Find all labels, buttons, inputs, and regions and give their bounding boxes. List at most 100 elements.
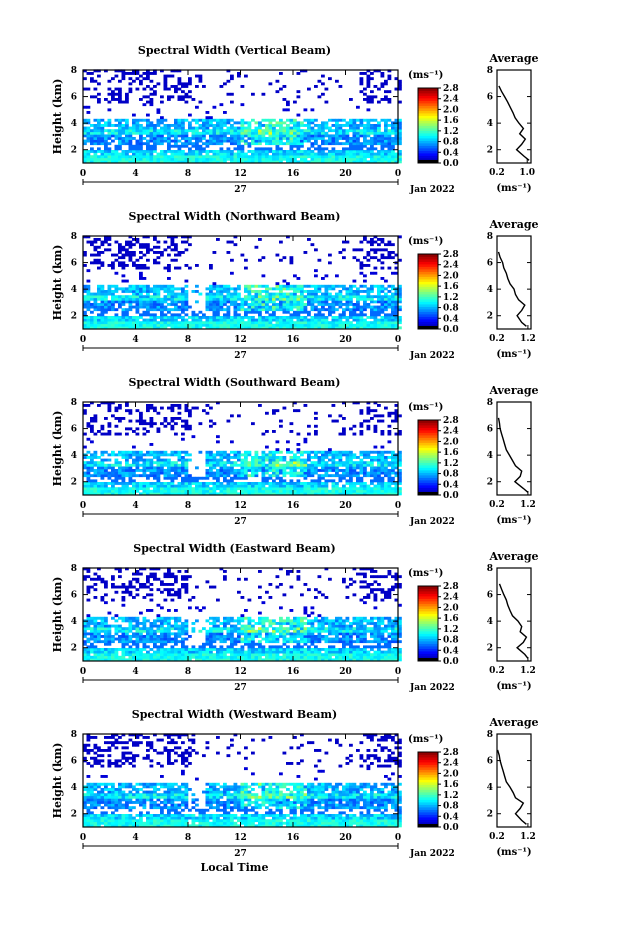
heatmap-cell — [380, 458, 385, 462]
heatmap-cell — [100, 290, 105, 293]
heatmap-cell — [83, 295, 87, 299]
heatmap-cell — [170, 427, 175, 431]
heatmap-cell — [93, 492, 98, 496]
heatmap-cell — [293, 471, 297, 475]
heatmap-cell — [170, 474, 175, 478]
heatmap-cell — [359, 118, 364, 122]
heatmap-cell — [93, 479, 98, 483]
heatmap-cell — [331, 482, 336, 485]
heatmap-cell — [167, 147, 171, 151]
heatmap-cell — [296, 461, 301, 465]
heatmap-cell — [237, 287, 241, 291]
colorbar-swatch — [418, 148, 438, 151]
heatmap-cell — [93, 326, 98, 330]
heatmap-cell — [293, 160, 297, 164]
heatmap-cell — [230, 318, 234, 322]
heatmap-cell — [125, 279, 129, 283]
colorbar-swatch — [418, 294, 438, 297]
heatmap-cell — [97, 295, 101, 299]
heatmap-cell — [244, 297, 248, 301]
heatmap-cell — [394, 300, 399, 304]
heatmap-cell — [160, 152, 164, 156]
heatmap-cell — [310, 295, 315, 299]
heatmap-cell — [184, 295, 189, 299]
heatmap-cell — [121, 308, 126, 312]
heatmap-cell — [303, 297, 308, 301]
heatmap-cell — [258, 258, 262, 262]
heatmap-cell — [342, 471, 346, 475]
heatmap-cell — [128, 157, 133, 161]
heatmap-cell — [153, 295, 157, 299]
heatmap-cell — [114, 417, 119, 420]
heatmap-cell — [202, 137, 206, 140]
heatmap-cell — [100, 155, 105, 159]
heatmap-cell — [153, 456, 157, 459]
heatmap-cell — [398, 453, 402, 457]
heatmap-cell — [307, 458, 311, 462]
heatmap-cell — [128, 243, 133, 247]
heatmap-cell — [314, 300, 318, 304]
heatmap-cell — [170, 131, 175, 135]
heatmap-cell — [191, 318, 196, 322]
heatmap-cell — [380, 308, 385, 312]
profile-y-tick-label: 4 — [487, 451, 493, 461]
heatmap-cell — [209, 450, 213, 454]
heatmap-cell — [307, 313, 311, 317]
heatmap-cell — [93, 450, 98, 454]
heatmap-cell — [212, 139, 217, 143]
heatmap-cell — [128, 318, 133, 322]
heatmap-cell — [335, 658, 339, 662]
heatmap-cell — [296, 323, 301, 327]
heatmap-cell — [132, 157, 136, 161]
heatmap-cell — [307, 152, 311, 156]
heatmap-cell — [104, 124, 108, 127]
heatmap-cell — [184, 290, 189, 293]
heatmap-cell — [111, 305, 115, 309]
heatmap-cell — [153, 290, 157, 293]
heatmap-cell — [366, 323, 371, 327]
heatmap-cell — [282, 482, 287, 485]
heatmap-cell — [170, 476, 175, 480]
heatmap-cell — [244, 476, 248, 480]
heatmap-cell — [121, 323, 126, 327]
heatmap-cell — [188, 453, 192, 457]
heatmap-cell — [219, 134, 224, 138]
heatmap-cell — [128, 253, 133, 257]
heatmap-cell — [219, 474, 224, 478]
heatmap-cell — [384, 160, 388, 164]
heatmap-cell — [314, 424, 318, 428]
heatmap-cell — [247, 489, 252, 493]
heatmap-cell — [216, 482, 220, 485]
heatmap-cell — [100, 658, 105, 662]
heatmap-cell — [93, 471, 98, 475]
heatmap-cell — [209, 139, 213, 143]
heatmap-cell — [303, 458, 308, 462]
heatmap-cell — [177, 417, 182, 420]
heatmap-cell — [128, 463, 133, 467]
heatmap-cell — [387, 316, 392, 319]
colorbar-swatch — [418, 266, 438, 270]
heatmap-cell — [296, 308, 301, 312]
heatmap-cell — [205, 160, 210, 164]
heatmap-cell — [209, 323, 213, 327]
heatmap-cell — [209, 297, 213, 301]
heatmap-cell — [216, 134, 220, 138]
heatmap-cell — [132, 287, 136, 291]
heatmap-cell — [114, 482, 119, 485]
heatmap-cell — [142, 321, 147, 325]
heatmap-cell — [247, 290, 252, 293]
x-tick-label: 0 — [395, 501, 401, 511]
heatmap-cell — [135, 266, 140, 270]
heatmap-cell — [121, 482, 126, 485]
heatmap-cell — [275, 474, 280, 478]
heatmap-cell — [300, 658, 304, 662]
heatmap-cell — [289, 261, 294, 265]
heatmap-cell — [258, 310, 262, 314]
heatmap-cell — [352, 144, 357, 148]
heatmap-cell — [275, 305, 280, 309]
heatmap-cell — [142, 323, 147, 327]
heatmap-cell — [216, 305, 220, 309]
heatmap-cell — [170, 157, 175, 161]
heatmap-cell — [198, 100, 203, 104]
heatmap-cell — [387, 74, 392, 78]
